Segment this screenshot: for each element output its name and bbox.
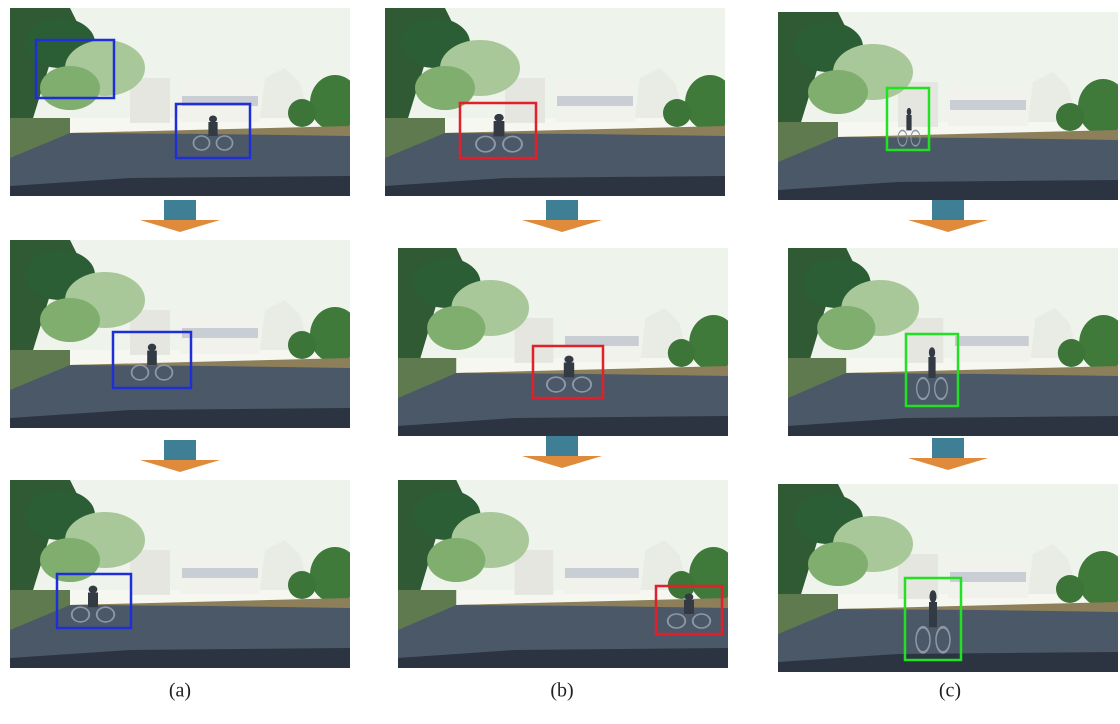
arrow [908, 438, 988, 470]
photo [10, 8, 360, 196]
column-a: (a) [10, 8, 360, 702]
figure: (a) (b) (c) [0, 0, 1120, 724]
photo [398, 480, 738, 668]
arrow [522, 200, 602, 232]
photo [398, 248, 738, 436]
column-b: (b) [385, 8, 738, 702]
photo [10, 240, 360, 428]
column-c: (c) [778, 12, 1120, 702]
page: (a) (b) (c) (() => { const data = JSON.p… [0, 0, 1120, 724]
arrow [140, 440, 220, 472]
column-label: (a) [169, 680, 191, 702]
photo [385, 8, 735, 196]
photo [788, 248, 1120, 436]
column-label: (c) [939, 680, 961, 702]
arrow [140, 200, 220, 232]
arrow [908, 200, 988, 232]
photo [778, 12, 1120, 200]
arrow [522, 436, 602, 468]
column-label: (b) [550, 680, 573, 702]
